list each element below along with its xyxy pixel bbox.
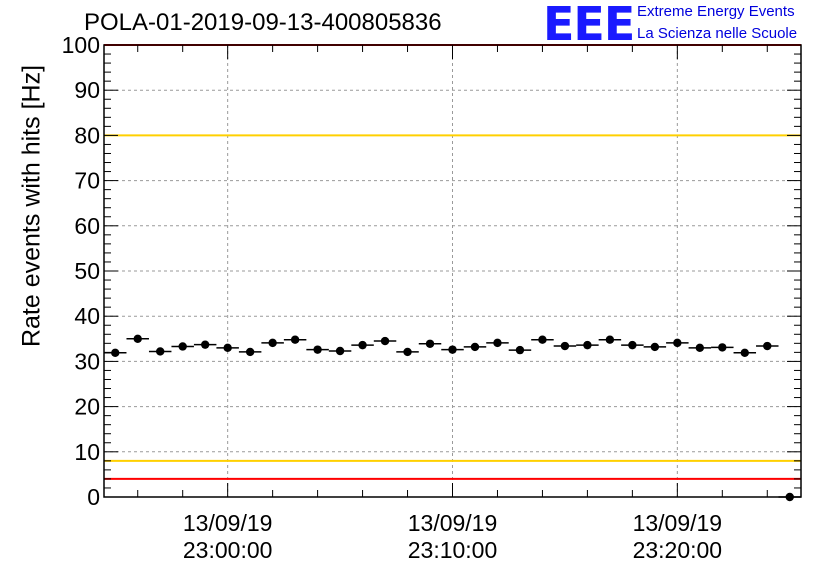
eee-logo: EEE bbox=[543, 0, 635, 51]
data-point bbox=[111, 348, 120, 358]
y-tick-label: 100 bbox=[62, 32, 100, 58]
data-point bbox=[470, 342, 480, 352]
data-point bbox=[403, 347, 412, 357]
data-point bbox=[628, 340, 637, 350]
logo-line-2: La Scienza nelle Scuole bbox=[637, 25, 798, 42]
data-point bbox=[178, 342, 187, 351]
grid-lines bbox=[104, 45, 801, 497]
chart-title: POLA-01-2019-09-13-400805836 bbox=[84, 9, 442, 36]
data-point bbox=[223, 343, 232, 353]
data-point bbox=[380, 336, 390, 346]
data-points bbox=[104, 334, 801, 502]
data-point bbox=[560, 341, 570, 351]
logo-line-1: Extreme Energy Events bbox=[637, 3, 795, 20]
data-point bbox=[133, 334, 142, 343]
y-tick-labels: 0 10 20 30 40 50 60 70 80 90 100 bbox=[62, 32, 100, 510]
y-tick-label: 10 bbox=[74, 439, 100, 465]
data-point bbox=[200, 340, 210, 349]
x-tick-time: 23:10:00 bbox=[408, 537, 498, 563]
data-point bbox=[425, 339, 435, 348]
data-point bbox=[515, 345, 525, 355]
data-point bbox=[313, 345, 322, 354]
x-tick-date: 13/09/19 bbox=[633, 510, 723, 536]
data-point bbox=[156, 347, 165, 356]
y-axis-label: Rate events with hits [Hz] bbox=[17, 64, 46, 348]
data-point bbox=[785, 492, 794, 502]
y-tick-label: 80 bbox=[74, 122, 100, 148]
data-point bbox=[740, 348, 749, 358]
x-tick-date: 13/09/19 bbox=[408, 510, 498, 536]
data-point bbox=[718, 343, 727, 352]
y-tick-label: 30 bbox=[74, 348, 100, 374]
x-tick-time: 23:20:00 bbox=[633, 537, 723, 563]
y-tick-label: 40 bbox=[74, 303, 100, 329]
data-point bbox=[650, 342, 660, 352]
data-point bbox=[538, 335, 547, 344]
y-tick-label: 60 bbox=[74, 213, 100, 239]
y-tick-label: 90 bbox=[74, 77, 100, 103]
data-point bbox=[763, 341, 772, 351]
x-tick-labels: 13/09/1923:00:0013/09/1923:10:0013/09/19… bbox=[183, 510, 722, 563]
data-point bbox=[358, 340, 367, 350]
data-point bbox=[290, 335, 300, 344]
data-point bbox=[583, 340, 592, 350]
y-tick-label: 20 bbox=[74, 394, 100, 420]
data-point bbox=[448, 345, 457, 354]
data-point bbox=[335, 346, 345, 356]
data-point bbox=[268, 338, 277, 348]
data-point bbox=[245, 347, 255, 357]
y-tick-label: 0 bbox=[87, 484, 100, 510]
data-point bbox=[695, 343, 705, 353]
y-tick-label: 50 bbox=[74, 258, 100, 284]
x-tick-time: 23:00:00 bbox=[183, 537, 273, 563]
x-tick-date: 13/09/19 bbox=[183, 510, 273, 536]
data-point bbox=[673, 338, 682, 348]
y-tick-label: 70 bbox=[74, 168, 100, 194]
data-point bbox=[493, 338, 502, 348]
data-point bbox=[605, 335, 615, 344]
